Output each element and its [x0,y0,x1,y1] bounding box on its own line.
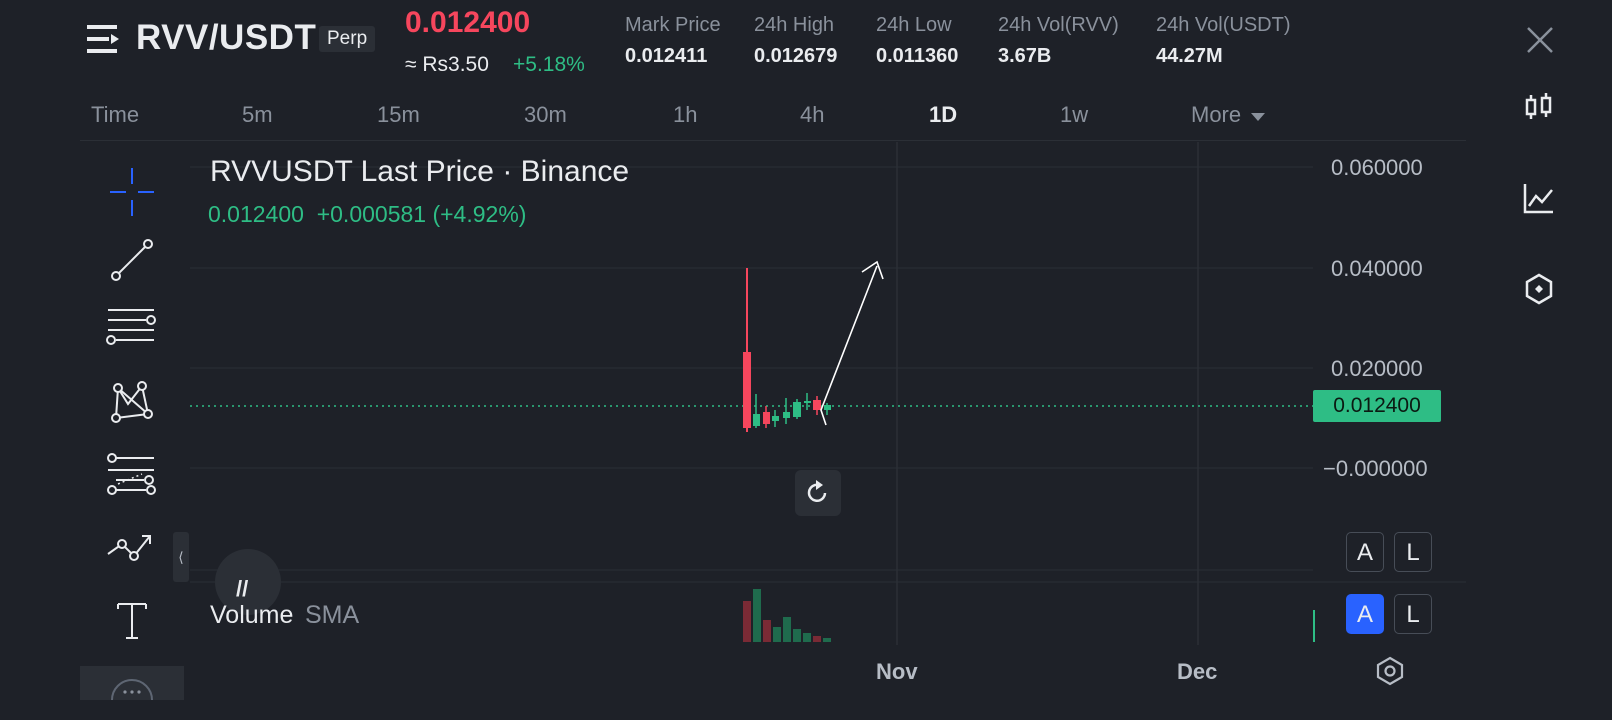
24h-vol-base-label: 24h Vol(RVV) [998,14,1119,36]
pair-symbol[interactable]: RVV/USDT [136,18,317,57]
mark-price-label: Mark Price [625,14,721,36]
24h-vol-quote-value: 44.27M [1156,45,1223,67]
prediction-icon[interactable] [104,524,160,580]
yaxis-label: 0.040000 [1331,256,1423,281]
last-price: 0.012400 [405,6,531,39]
menu-icon[interactable] [87,22,123,56]
24h-vol-quote-label: 24h Vol(USDT) [1156,14,1291,36]
svg-text://: // [236,576,248,601]
24h-high-label: 24h High [754,14,835,36]
interval-time[interactable]: Time [91,102,140,127]
depth-icon[interactable] [1522,272,1556,306]
24h-high-value: 0.012679 [754,45,838,67]
contract-type-badge: Perp [319,26,376,52]
interval-30m[interactable]: 30m [524,102,567,127]
local-currency-price: ≈ Rs3.50 [405,53,489,76]
caret-down-icon [1251,113,1266,121]
horizontal-lines-icon[interactable] [104,302,160,358]
yaxis-label: 0.020000 [1331,356,1423,381]
chevron-left-icon: ⟨ [178,549,184,565]
watermark-logo [215,549,281,615]
interval-15m[interactable]: 15m [377,102,420,127]
more-icon [111,679,153,701]
volume-bars [743,589,1315,642]
refresh-icon [807,480,827,502]
24h-vol-base-value: 3.67B [998,45,1052,67]
yaxis-label: 0.060000 [1331,155,1423,180]
price-change-percent: +5.18% [513,53,585,76]
volume-log-scale-button[interactable]: L [1394,594,1432,634]
interval-1h[interactable]: 1h [673,102,698,127]
current-price-tag: 0.012400 [1313,390,1441,422]
candlestick-chart-icon[interactable] [1522,90,1556,124]
close-icon[interactable] [1524,24,1556,56]
24h-low-value: 0.011360 [876,45,959,67]
interval-1w[interactable]: 1w [1060,102,1089,127]
interval-more[interactable]: More [1191,102,1266,128]
chart-settings-icon[interactable] [1374,655,1406,687]
auto-scale-button[interactable]: A [1346,532,1384,572]
24h-low-label: 24h Low [876,14,952,36]
xaxis-label: Dec [1177,659,1218,684]
fib-icon[interactable] [104,450,160,506]
chart-ohlc-line: 0.012400 +0.000581 (+4.92%) [208,201,527,227]
volume-label: Volume [210,601,294,629]
arrow-drawing[interactable] [820,260,884,426]
xaxis-label: Nov [876,659,918,684]
chart-title: RVVUSDT Last Price · Binance [210,155,630,188]
trend-line-icon[interactable] [104,234,160,290]
volume-sma-label: SMA [305,601,360,629]
interval-4h[interactable]: 4h [800,102,825,127]
reset-chart-button[interactable] [795,470,841,516]
interval-1d[interactable]: 1D [929,102,958,127]
pattern-icon[interactable] [104,376,160,432]
log-scale-button[interactable]: L [1394,532,1432,572]
text-icon[interactable] [104,594,160,650]
crosshair-icon[interactable] [104,164,160,220]
line-chart-icon[interactable] [1522,181,1556,215]
candles [743,268,831,432]
interval-more-label: More [1191,102,1242,127]
interval-5m[interactable]: 5m [242,102,273,127]
yaxis-label: −0.000000 [1323,456,1428,481]
divider [80,140,1466,141]
volume-auto-scale-button[interactable]: A [1346,594,1384,634]
mark-price-value: 0.012411 [625,45,708,67]
collapse-toolbar-button[interactable]: ⟨ [173,532,189,582]
more-tools-button[interactable] [80,666,184,701]
